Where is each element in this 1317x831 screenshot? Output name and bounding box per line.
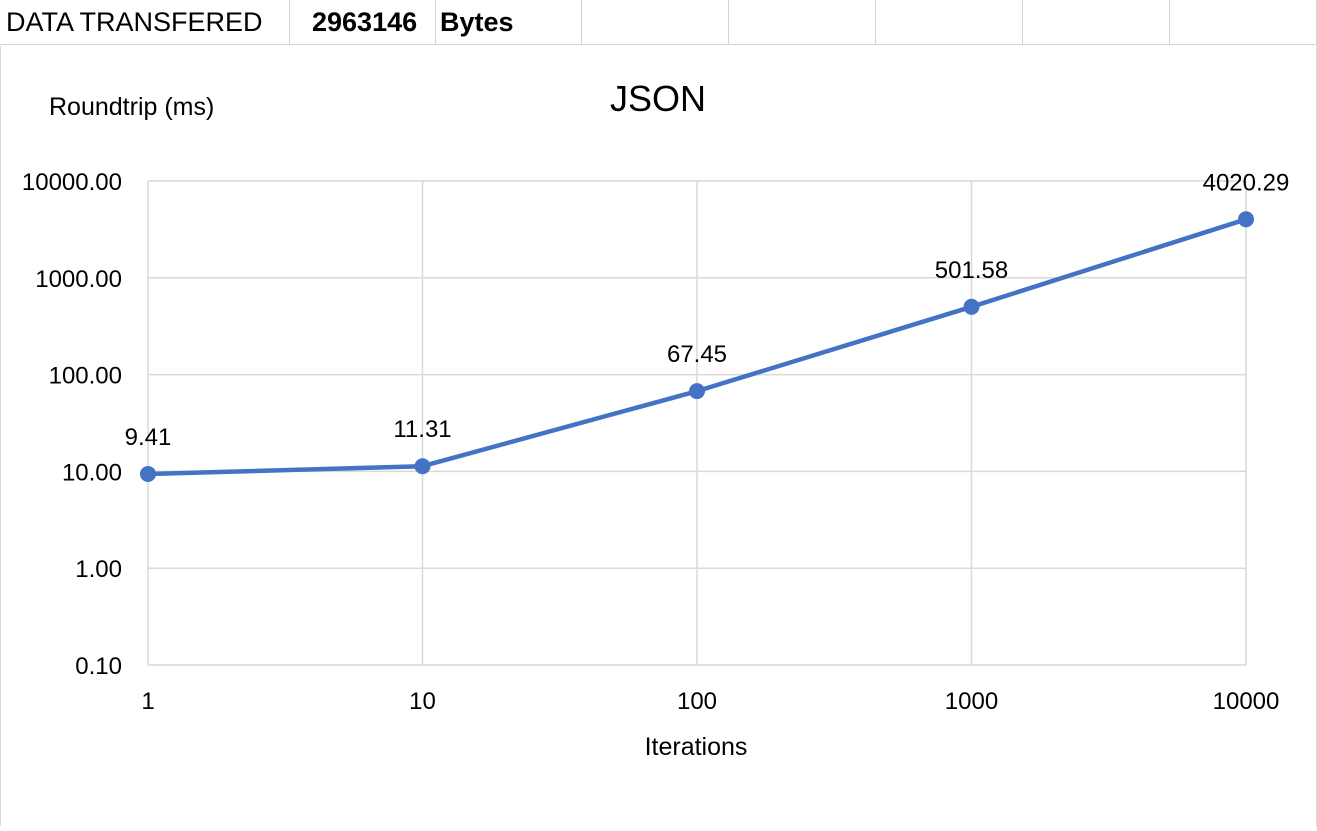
data-transfered-unit[interactable]: Bytes	[436, 0, 582, 45]
data-label: 4020.29	[1203, 169, 1290, 196]
data-point	[414, 458, 431, 475]
data-label: 11.31	[393, 416, 451, 443]
empty-cell[interactable]	[582, 0, 729, 45]
empty-cell[interactable]	[1170, 0, 1317, 45]
y-tick-label: 10.00	[62, 459, 122, 486]
data-point	[963, 298, 980, 315]
data-label: 501.58	[935, 257, 1008, 284]
data-transfered-value[interactable]: 2963146	[290, 0, 436, 45]
y-tick-label: 1.00	[75, 556, 122, 583]
x-tick-label: 100	[677, 688, 717, 715]
chart-area[interactable]: JSON Roundtrip (ms) Iterations 0.10 1.00 1…	[0, 46, 1317, 826]
x-axis-ticks: 1 10 100 1000 10000	[141, 688, 1279, 715]
chart-title: JSON	[610, 78, 706, 119]
data-label: 9.41	[125, 424, 172, 451]
x-tick-label: 10000	[1213, 688, 1280, 715]
spreadsheet-row: DATA TRANSFERED 2963146 Bytes	[0, 0, 1317, 46]
data-point	[140, 465, 156, 482]
x-tick-label: 1	[141, 688, 154, 715]
y-axis-title: Roundtrip (ms)	[49, 93, 214, 121]
data-labels: 9.41 11.31 67.45 501.58 4020.29	[125, 169, 1290, 451]
y-axis-ticks: 0.10 1.00 10.00 100.00 1000.00 10000.00	[22, 169, 122, 680]
empty-cell[interactable]	[876, 0, 1023, 45]
data-point	[1238, 211, 1254, 228]
x-tick-label: 10	[409, 688, 436, 715]
line-chart: JSON Roundtrip (ms) Iterations 0.10 1.00 1…	[22, 78, 1290, 761]
gridlines	[147, 180, 1247, 666]
data-label: 67.45	[667, 341, 727, 368]
x-axis-title: Iterations	[645, 733, 748, 761]
data-point	[689, 383, 705, 400]
y-tick-label: 0.10	[75, 653, 122, 680]
series-json	[140, 211, 1254, 482]
empty-cell[interactable]	[1023, 0, 1170, 45]
x-tick-label: 1000	[945, 688, 998, 715]
data-transfered-label[interactable]: DATA TRANSFERED	[0, 0, 290, 45]
y-tick-label: 10000.00	[22, 169, 122, 196]
empty-cell[interactable]	[729, 0, 876, 45]
y-tick-label: 1000.00	[35, 266, 122, 293]
y-tick-label: 100.00	[49, 363, 122, 390]
